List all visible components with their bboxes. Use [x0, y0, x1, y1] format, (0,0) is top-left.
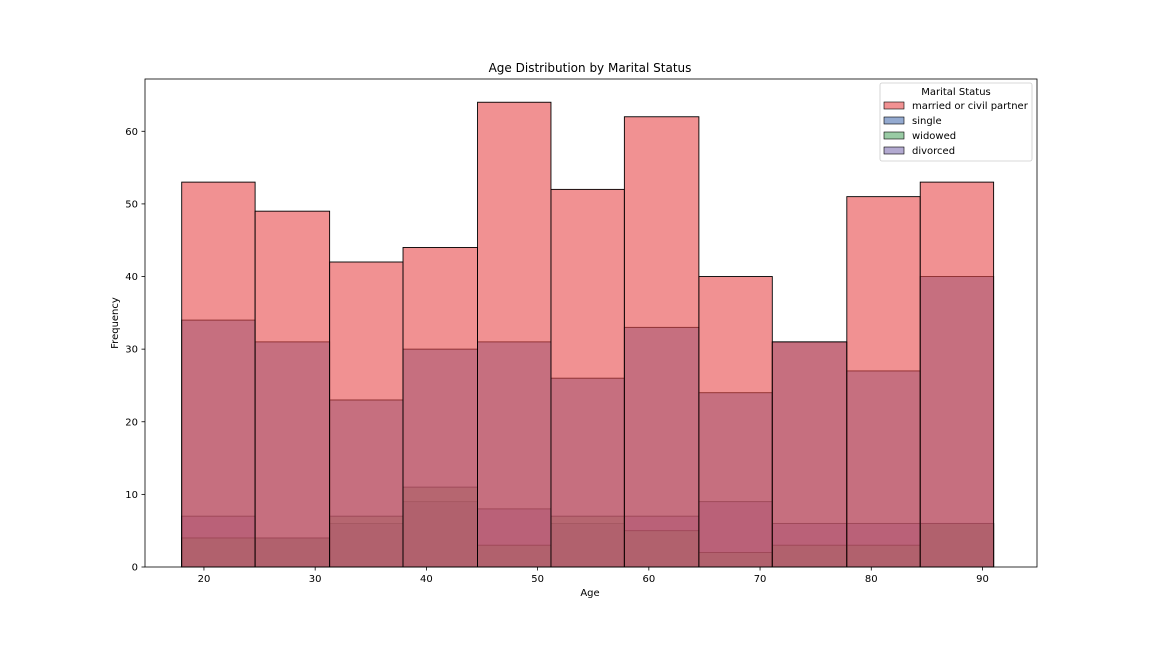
- bar-series-0-bin-0: [181, 181, 256, 568]
- legend-swatch-2: [883, 131, 905, 140]
- legend-box: [879, 82, 1033, 162]
- bar-series-0-bin-7: [698, 276, 773, 568]
- legend-label-0: married or civil partner: [912, 101, 1029, 112]
- y-tick-label-0: 0: [132, 563, 138, 574]
- plot-frame: [144, 78, 1038, 568]
- y-tick-label-4: 40: [125, 272, 138, 283]
- bar-series-0-bin-9: [846, 196, 921, 568]
- x-tick-label-7: 90: [976, 574, 989, 585]
- bar-series-0-bin-8: [771, 341, 848, 568]
- bar-series-0-bin-1: [254, 210, 331, 568]
- x-tick-label-4: 60: [642, 574, 655, 585]
- legend-swatch-0: [883, 101, 905, 110]
- bar-series-0-bin-6: [623, 116, 700, 568]
- bar-series-0-bin-4: [477, 101, 552, 568]
- bars-layer: [181, 101, 995, 568]
- y-axis-label: Frequency: [110, 297, 121, 349]
- legend-label-2: widowed: [912, 131, 956, 142]
- series-0: [181, 101, 995, 568]
- x-tick-label-2: 40: [420, 574, 433, 585]
- y-tick-label-5: 50: [125, 199, 138, 210]
- x-axis-label: Age: [580, 588, 599, 599]
- x-tick-label-5: 70: [754, 574, 767, 585]
- y-tick-label-3: 30: [125, 345, 138, 356]
- legend-swatch-1: [883, 116, 905, 125]
- y-tick-label-2: 20: [125, 417, 138, 428]
- y-tick-label-1: 10: [125, 490, 138, 501]
- legend-label-3: divorced: [912, 146, 955, 157]
- bar-series-0-bin-2: [329, 261, 404, 568]
- x-tick-label-0: 20: [198, 574, 211, 585]
- x-tick-label-1: 30: [309, 574, 322, 585]
- legend: Marital Status married or civil partner si…: [879, 82, 1033, 162]
- bar-series-0-bin-5: [550, 188, 625, 568]
- legend-title: Marital Status: [921, 87, 991, 98]
- legend-swatch-3: [883, 146, 905, 155]
- legend-label-1: single: [912, 116, 942, 127]
- y-tick-label-6: 60: [125, 127, 138, 138]
- x-tick-label-6: 80: [865, 574, 878, 585]
- chart-title: Age Distribution by Marital Status: [489, 61, 692, 75]
- bar-series-0-bin-3: [402, 247, 478, 568]
- bar-series-0-bin-10: [919, 181, 995, 568]
- x-tick-label-3: 50: [531, 574, 544, 585]
- axes-layer: 20 30 40 50 60 70 80 90 0 10 20 30 40 50 60: [125, 78, 1038, 585]
